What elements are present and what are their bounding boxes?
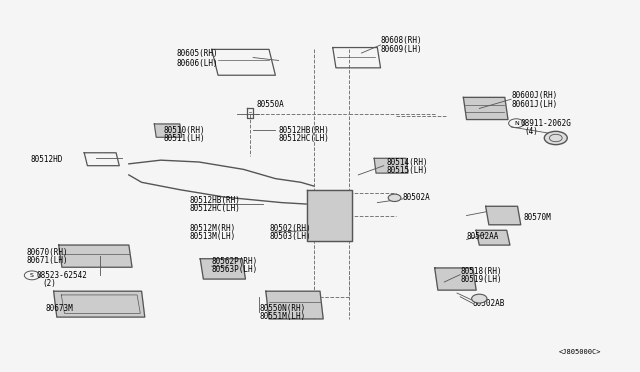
Text: 80512HB(RH): 80512HB(RH)	[189, 196, 240, 205]
Text: S: S	[30, 273, 34, 278]
Text: (2): (2)	[43, 279, 57, 288]
Polygon shape	[435, 268, 476, 290]
Polygon shape	[54, 291, 145, 317]
Circle shape	[472, 294, 487, 303]
Text: 80502A: 80502A	[403, 193, 431, 202]
Polygon shape	[59, 245, 132, 267]
Text: 80512HD: 80512HD	[30, 155, 63, 164]
Text: 08523-62542: 08523-62542	[36, 271, 87, 280]
Text: 80502AA: 80502AA	[467, 232, 499, 241]
Text: <J805000C>: <J805000C>	[559, 349, 602, 355]
Text: 80512M(RH): 80512M(RH)	[189, 224, 236, 233]
Text: 80600J(RH): 80600J(RH)	[511, 91, 557, 100]
Text: 80551M(LH): 80551M(LH)	[259, 312, 306, 321]
Text: 80503(LH): 80503(LH)	[269, 232, 310, 241]
Text: 80563P(LH): 80563P(LH)	[212, 265, 258, 274]
Text: (4): (4)	[524, 127, 538, 136]
Text: 80512HC(LH): 80512HC(LH)	[278, 134, 330, 143]
Text: 80512HB(RH): 80512HB(RH)	[278, 126, 330, 135]
Text: 80510(RH): 80510(RH)	[164, 126, 205, 135]
Polygon shape	[374, 158, 408, 173]
Text: 08911-2062G: 08911-2062G	[521, 119, 572, 128]
Polygon shape	[307, 190, 352, 241]
Text: 80671(LH): 80671(LH)	[27, 256, 68, 265]
Text: 80514(RH): 80514(RH)	[387, 157, 429, 167]
Polygon shape	[463, 97, 508, 119]
Text: 80519(LH): 80519(LH)	[460, 275, 502, 284]
Text: 80511(LH): 80511(LH)	[164, 134, 205, 143]
Text: 80502(RH): 80502(RH)	[269, 224, 310, 233]
Text: 80562P(RH): 80562P(RH)	[212, 257, 258, 266]
Text: 80608(RH): 80608(RH)	[381, 36, 422, 45]
Polygon shape	[476, 230, 510, 245]
Text: 80513M(LH): 80513M(LH)	[189, 232, 236, 241]
Text: 80550N(RH): 80550N(RH)	[259, 304, 306, 313]
Text: 80512HC(LH): 80512HC(LH)	[189, 203, 240, 213]
Text: 80605(RH): 80605(RH)	[177, 49, 218, 58]
Circle shape	[544, 131, 567, 145]
Text: 80670(RH): 80670(RH)	[27, 248, 68, 257]
Text: 80673M: 80673M	[46, 304, 74, 313]
Text: N: N	[514, 121, 518, 126]
Text: 80502AB: 80502AB	[473, 299, 506, 308]
Text: 80550A: 80550A	[256, 100, 284, 109]
Text: 80518(RH): 80518(RH)	[460, 267, 502, 276]
Text: 80570M: 80570M	[524, 213, 552, 222]
Text: 80515(LH): 80515(LH)	[387, 166, 429, 175]
Circle shape	[388, 194, 401, 202]
Text: 80601J(LH): 80601J(LH)	[511, 100, 557, 109]
Polygon shape	[266, 291, 323, 319]
Polygon shape	[486, 206, 521, 225]
Text: 80606(LH): 80606(LH)	[177, 58, 218, 68]
Polygon shape	[154, 124, 182, 137]
Polygon shape	[200, 259, 246, 279]
Text: 80609(LH): 80609(LH)	[381, 45, 422, 54]
